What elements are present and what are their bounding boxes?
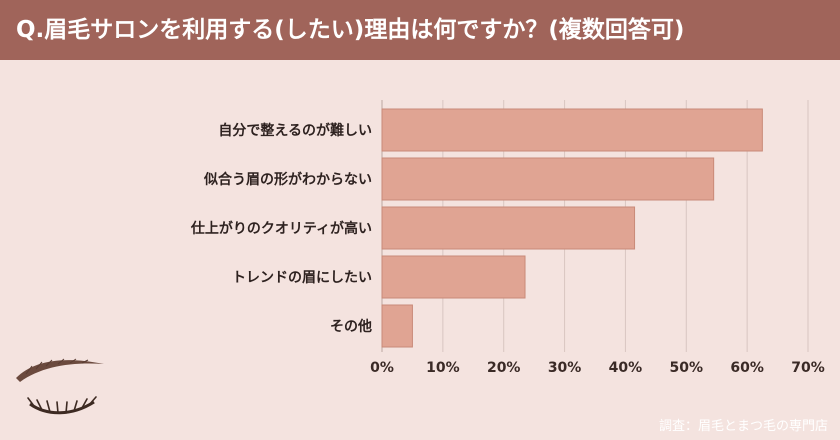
bar-1 [381, 157, 715, 201]
category-label-4: その他 [330, 318, 372, 335]
x-tick-label-60: 60% [730, 360, 764, 376]
bar-4 [381, 304, 413, 348]
x-tick-label-30: 30% [548, 360, 582, 376]
bar-2 [381, 206, 636, 250]
x-tick-label-70: 70% [791, 360, 825, 376]
source-note: 調査：眉毛とまつ毛の専門店 [658, 419, 828, 434]
bar-0 [381, 108, 763, 152]
category-label-2: 仕上がりのクオリティが高い [190, 220, 372, 237]
x-tick-label-40: 40% [609, 360, 643, 376]
category-label-3: トレンドの眉にしたい [232, 270, 372, 286]
category-label-0: 自分で整えるのが難しい [218, 122, 372, 139]
chart-title: Q.眉毛サロンを利用する(したい)理由は何ですか？(複数回答可) [16, 17, 685, 43]
x-tick-label-0: 0% [370, 360, 394, 376]
x-tick-label-20: 20% [487, 360, 521, 376]
x-tick-label-10: 10% [426, 360, 460, 376]
header-bar: Q.眉毛サロンを利用する(したい)理由は何ですか？(複数回答可) [0, 0, 840, 60]
x-tick-label-50: 50% [670, 360, 704, 376]
bar-3 [381, 255, 526, 299]
eyebrow-eyelash-icon [16, 358, 104, 415]
category-label-1: 似合う眉の形がわからない [203, 171, 372, 188]
